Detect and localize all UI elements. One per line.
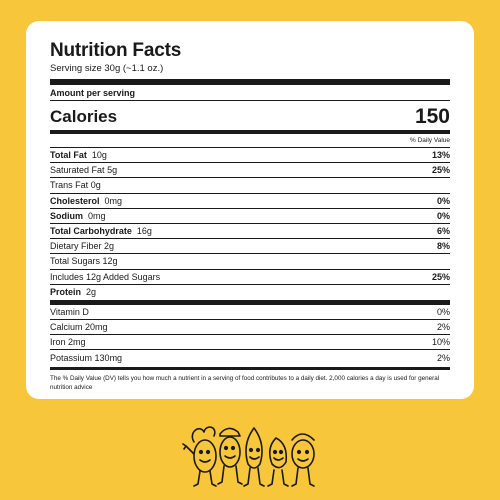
calories-label: Calories [50, 107, 118, 126]
nutrient-label: Dietary Fiber 2g [50, 241, 114, 251]
nutrient-name: Saturated Fat [50, 165, 105, 176]
nutrient-row: Sodium 0mg 0% [50, 209, 450, 224]
nutrient-name: Vitamin D [50, 306, 89, 317]
nutrient-amount: 0mg [104, 195, 123, 206]
nutrient-amount: 20mg [85, 322, 108, 333]
divider-medium [50, 130, 450, 134]
nutrient-label: Vitamin D [50, 307, 89, 317]
nutrition-label: Nutrition Facts Serving size 30g (~1.1 o… [50, 40, 450, 392]
nutrient-row: Cholesterol 0mg 0% [50, 194, 450, 209]
nutrient-label: Calcium 20mg [50, 322, 108, 332]
nutrient-row: Saturated Fat 5g 25% [50, 163, 450, 179]
nutrient-name: Dietary Fiber [50, 241, 102, 252]
nutrient-name: Trans Fat [50, 180, 89, 191]
divider-vitamins [50, 299, 450, 305]
daily-value-header: % Daily Value [50, 136, 450, 148]
nutrient-name: Total Sugars [50, 256, 101, 267]
daily-value-percent: 2% [436, 353, 450, 364]
daily-value-percent: 25% [431, 165, 450, 176]
nutrient-name: Total Fat [50, 150, 87, 161]
nutrient-name: Iron [50, 337, 66, 348]
nutrient-label: Protein 2g [50, 287, 96, 297]
nutrient-name: Includes 12g Added Sugars [50, 271, 161, 282]
nutrient-amount: 2mg [68, 337, 86, 348]
nutrient-amount: 0g [90, 180, 101, 191]
nutrient-list: Total Fat 10g 13% Saturated Fat 5g 25% Trans… [50, 148, 450, 300]
vitamin-row: Calcium 20mg 2% [50, 320, 450, 336]
nutrient-row: Total Fat 10g 13% [50, 148, 450, 164]
nutrient-amount: 12g [102, 256, 118, 267]
nutrient-label: Saturated Fat 5g [50, 165, 117, 175]
daily-value-percent: 13% [431, 150, 450, 161]
nutrient-amount: 130mg [94, 353, 123, 364]
daily-value-percent: 10% [431, 337, 450, 348]
nutrient-row: Total Sugars 12g [50, 254, 450, 270]
nutrient-row: Dietary Fiber 2g 8% [50, 239, 450, 255]
nutrient-row: Total Carbohydrate 16g 6% [50, 224, 450, 240]
nutrient-name: Potassium [50, 353, 93, 364]
nutrient-label: Trans Fat 0g [50, 180, 101, 190]
daily-value-percent: 6% [436, 226, 450, 237]
nutrient-label: Sodium 0mg [50, 211, 106, 221]
nutrient-label: Iron 2mg [50, 337, 86, 347]
daily-value-percent: 0% [436, 306, 450, 317]
daily-value-percent: 0% [436, 210, 450, 221]
vitamin-row: Vitamin D 0% [50, 305, 450, 321]
label-title: Nutrition Facts [50, 40, 182, 61]
nutrient-label: Total Carbohydrate 16g [50, 226, 152, 236]
nutrient-label: Potassium 130mg [50, 353, 122, 363]
nut-mascots-illustration [182, 426, 315, 487]
divider-thick [50, 79, 450, 85]
nutrient-amount: 2g [86, 287, 97, 298]
vitamin-row: Potassium 130mg 2% [50, 350, 450, 365]
nutrient-label: Includes 12g Added Sugars [50, 272, 160, 282]
daily-value-percent: 0% [436, 195, 450, 206]
nutrient-label: Total Sugars 12g [50, 256, 118, 266]
daily-value-percent: 8% [436, 241, 450, 252]
calories-row: Calories 150 [50, 101, 450, 130]
nutrient-label: Cholesterol 0mg [50, 196, 122, 206]
nutrient-row: Trans Fat 0g [50, 178, 450, 194]
nutrition-card: Nutrition Facts Serving size 30g (~1.1 o… [26, 21, 474, 399]
nutrient-name: Calcium [50, 322, 83, 333]
nutrient-name: Total Carbohydrate [50, 226, 132, 237]
nutrient-row: Protein 2g [50, 285, 450, 300]
serving-size: Serving size 30g (~1.1 oz.) [50, 63, 164, 74]
nutrient-name: Sodium [50, 210, 83, 221]
daily-value-percent: 25% [431, 271, 450, 282]
nutrient-amount: 16g [136, 226, 152, 237]
divider-thin [50, 100, 450, 101]
vitamin-row: Iron 2mg 10% [50, 335, 450, 351]
amount-per-serving: Amount per serving [50, 88, 136, 98]
nutrient-label: Total Fat 10g [50, 150, 107, 160]
nutrient-amount: 5g [107, 165, 118, 176]
nutrient-amount: 2g [104, 241, 115, 252]
divider-footnote [50, 366, 450, 370]
calories-value: 150 [414, 105, 450, 128]
nutrient-name: Protein [50, 287, 82, 298]
nutrient-amount: 10g [91, 150, 107, 161]
vitamin-list: Vitamin D 0% Calcium 20mg 2% Iron 2mg 10% Pota… [50, 305, 450, 366]
nutrient-amount: 0mg [88, 210, 106, 221]
footnote: The % Daily Value (DV) tells you how muc… [50, 374, 440, 391]
nutrient-row: Includes 12g Added Sugars 25% [50, 270, 450, 285]
daily-value-percent: 2% [436, 322, 450, 333]
nutrient-name: Cholesterol [50, 195, 100, 206]
